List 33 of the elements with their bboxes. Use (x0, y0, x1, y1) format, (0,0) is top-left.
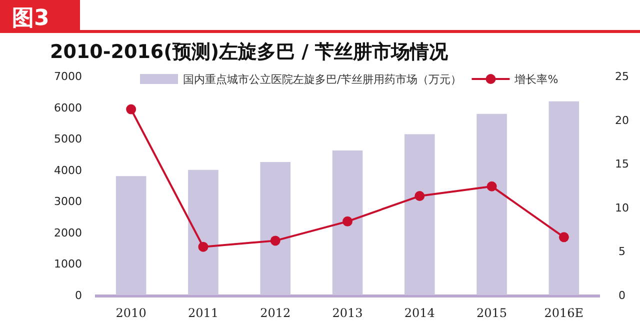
x-tick-label: 2015 (476, 306, 508, 320)
y-tick-label: 2000 (54, 226, 82, 240)
point (270, 236, 280, 246)
y-tick-label: 7000 (54, 70, 82, 83)
y-tick-label: 6000 (54, 101, 82, 114)
y2-tick-label: 0 (618, 289, 626, 302)
caption: 图3 (12, 6, 50, 31)
point (486, 181, 497, 192)
y2-tick-label: 25 (615, 70, 629, 83)
x-tick-label: 2010 (116, 306, 146, 320)
point (126, 104, 136, 114)
legend-label: 增长率% (514, 73, 558, 86)
point (342, 216, 352, 226)
y-tick-label: 3000 (54, 195, 82, 208)
x-tick-label: 2011 (188, 306, 218, 320)
legend-label: 国内重点城市公立医院左旋多巴/苄丝肼用药市场（万元） (183, 73, 462, 86)
chart-title: 2010-2016(预测)左旋多巴 / 苄丝肼市场情况 (50, 41, 450, 63)
y-tick-label: 4000 (54, 164, 82, 177)
point (414, 191, 425, 202)
badge: 图3 (0, 0, 80, 32)
y2-tick-label: 20 (615, 114, 629, 127)
x-tick-label: 2012 (260, 306, 291, 320)
y-tick-label: 0 (75, 289, 82, 302)
y-tick-label: 5000 (54, 132, 82, 146)
point (198, 242, 208, 252)
y2-tick-label: 15 (615, 158, 629, 171)
y2-tick-label: 10 (615, 201, 629, 214)
x-tick-label: 2014 (404, 306, 436, 320)
x-tick-label: 2016E (544, 306, 584, 320)
y-tick-label: 1000 (54, 258, 82, 271)
y2-tick-label: 5 (618, 245, 626, 258)
point (558, 232, 569, 242)
x-tick-label: 2013 (332, 306, 363, 320)
